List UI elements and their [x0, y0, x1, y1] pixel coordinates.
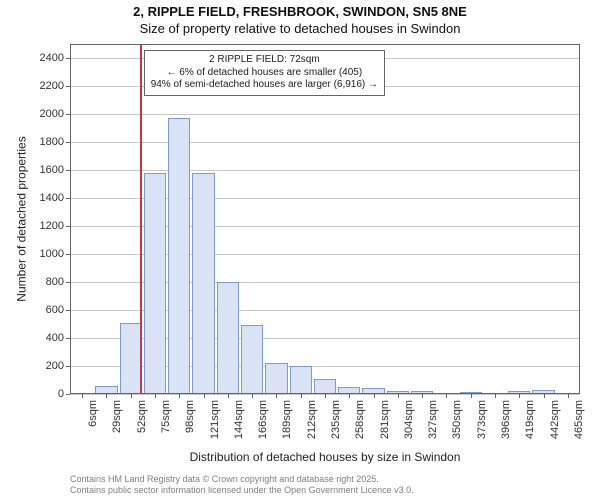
x-tick-mark: [568, 394, 569, 398]
x-tick-label: 442sqm: [549, 400, 561, 439]
y-axis-right: [579, 44, 580, 394]
x-tick-label: 144sqm: [233, 400, 245, 439]
x-tick-label: 75sqm: [160, 400, 172, 433]
x-tick-mark: [155, 394, 156, 398]
x-tick-label: 465sqm: [573, 400, 585, 439]
y-tick-label: 1400: [40, 192, 64, 204]
marker-line: [140, 44, 142, 394]
histogram-bar: [120, 323, 142, 394]
x-tick-mark: [398, 394, 399, 398]
gridline: [70, 142, 580, 143]
chart-title-1: 2, RIPPLE FIELD, FRESHBROOK, SWINDON, SN…: [0, 4, 600, 19]
x-tick-label: 235sqm: [330, 400, 342, 439]
gridline: [70, 114, 580, 115]
histogram-bar: [217, 282, 239, 394]
x-tick-label: 98sqm: [184, 400, 196, 433]
x-tick-label: 6sqm: [87, 400, 99, 427]
x-tick-mark: [325, 394, 326, 398]
x-axis: [70, 393, 580, 394]
x-tick-mark: [106, 394, 107, 398]
x-tick-mark: [519, 394, 520, 398]
y-tick-label: 2000: [40, 108, 64, 120]
histogram-bar: [290, 366, 312, 394]
x-tick-label: 396sqm: [500, 400, 512, 439]
y-axis: [70, 44, 71, 394]
callout-line-3: 94% of semi-detached houses are larger (…: [151, 79, 378, 92]
histogram-bar: [314, 379, 336, 394]
x-tick-mark: [544, 394, 545, 398]
x-tick-label: 52sqm: [136, 400, 148, 433]
x-axis-top: [70, 44, 580, 45]
y-tick-label: 1800: [40, 136, 64, 148]
credits-line-2: Contains public sector information licen…: [70, 485, 414, 496]
x-tick-mark: [82, 394, 83, 398]
callout-box: 2 RIPPLE FIELD: 72sqm← 6% of detached ho…: [144, 50, 385, 96]
x-tick-mark: [252, 394, 253, 398]
x-tick-label: 166sqm: [257, 400, 269, 439]
y-tick-label: 800: [46, 276, 64, 288]
x-tick-mark: [446, 394, 447, 398]
y-tick-label: 400: [46, 332, 64, 344]
x-tick-mark: [471, 394, 472, 398]
gridline: [70, 170, 580, 171]
y-tick-label: 2200: [40, 80, 64, 92]
histogram-bar: [241, 325, 263, 394]
x-tick-label: 121sqm: [209, 400, 221, 439]
x-tick-mark: [131, 394, 132, 398]
y-tick-mark: [66, 394, 70, 395]
chart-container: 2, RIPPLE FIELD, FRESHBROOK, SWINDON, SN…: [0, 0, 600, 500]
credits: Contains HM Land Registry data © Crown c…: [70, 474, 414, 496]
x-tick-label: 419sqm: [524, 400, 536, 439]
y-tick-label: 1200: [40, 220, 64, 232]
x-tick-label: 350sqm: [451, 400, 463, 439]
histogram-bar: [265, 363, 287, 394]
x-tick-mark: [276, 394, 277, 398]
histogram-bar: [168, 118, 190, 394]
histogram-bar: [144, 173, 166, 394]
histogram-bar: [192, 173, 214, 394]
y-tick-label: 0: [58, 388, 64, 400]
x-tick-label: 189sqm: [281, 400, 293, 439]
y-tick-label: 1600: [40, 164, 64, 176]
y-tick-label: 600: [46, 304, 64, 316]
x-tick-mark: [301, 394, 302, 398]
y-tick-label: 1000: [40, 248, 64, 260]
chart-title-2: Size of property relative to detached ho…: [0, 21, 600, 36]
y-tick-label: 200: [46, 360, 64, 372]
x-tick-mark: [204, 394, 205, 398]
x-tick-mark: [422, 394, 423, 398]
x-axis-label: Distribution of detached houses by size …: [70, 450, 580, 464]
y-tick-label: 2400: [40, 52, 64, 64]
credits-line-1: Contains HM Land Registry data © Crown c…: [70, 474, 414, 485]
x-tick-label: 304sqm: [403, 400, 415, 439]
x-tick-label: 29sqm: [111, 400, 123, 433]
x-tick-mark: [179, 394, 180, 398]
x-tick-mark: [495, 394, 496, 398]
x-tick-label: 373sqm: [476, 400, 488, 439]
x-tick-mark: [228, 394, 229, 398]
callout-line-1: 2 RIPPLE FIELD: 72sqm: [151, 54, 378, 67]
plot-area: 0200400600800100012001400160018002000220…: [70, 44, 580, 394]
x-tick-label: 258sqm: [354, 400, 366, 439]
x-tick-label: 327sqm: [427, 400, 439, 439]
x-tick-mark: [349, 394, 350, 398]
callout-line-2: ← 6% of detached houses are smaller (405…: [151, 67, 378, 80]
x-tick-label: 281sqm: [379, 400, 391, 439]
y-axis-label: Number of detached properties: [14, 44, 30, 394]
x-tick-mark: [374, 394, 375, 398]
x-tick-label: 212sqm: [306, 400, 318, 439]
